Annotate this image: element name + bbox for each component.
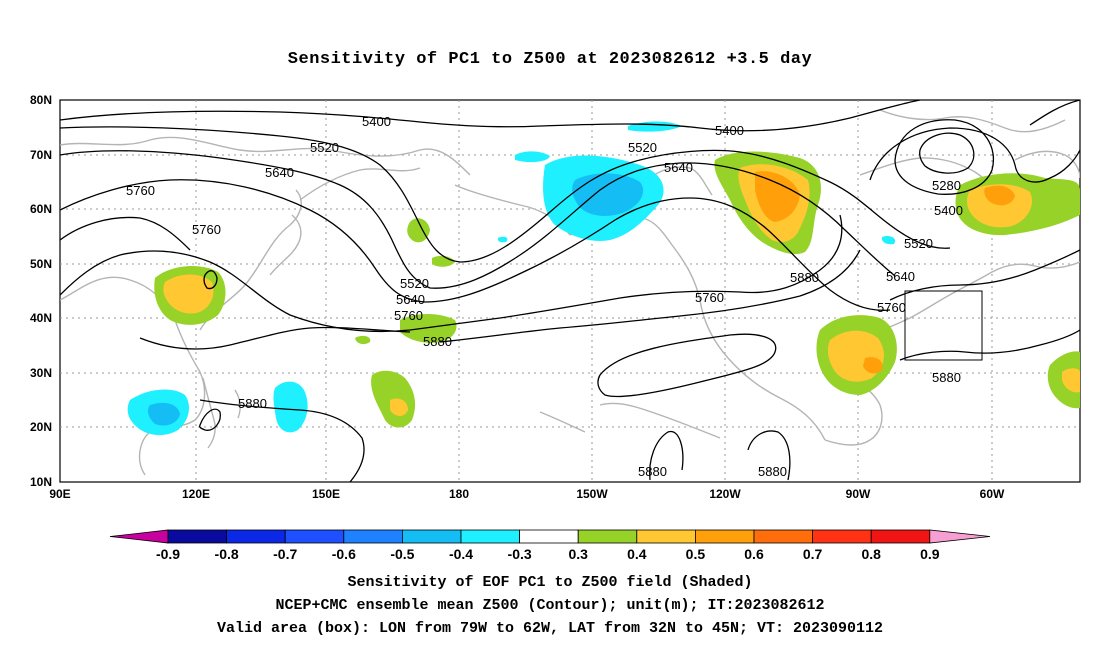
colorbar-swatch: [167, 529, 227, 544]
colorbar-swatch: [519, 529, 579, 544]
colorbar: -0.9 -0.8 -0.7 -0.6 -0.5 -0.4 -0.3 0.3 0.4 0.5 0.6…: [109, 529, 991, 562]
contour-label: 5520: [400, 276, 429, 291]
colorbar-label: 0.7: [803, 546, 823, 562]
colorbar-label: -0.9: [156, 546, 180, 562]
colorbar-label: -0.8: [215, 546, 239, 562]
contour-label: 5760: [394, 308, 423, 323]
contour-label: 5760: [877, 300, 906, 315]
colorbar-swatch: [753, 529, 813, 544]
chart-title: Sensitivity of PC1 to Z500 at 2023082612…: [287, 50, 813, 69]
lon-tick-label: 60W: [980, 487, 1005, 501]
lat-tick-label: 10N: [30, 475, 52, 489]
contour-label: 5880: [423, 334, 452, 349]
contour-label: 5760: [126, 183, 155, 198]
colorbar-label: 0.6: [744, 546, 764, 562]
contour-label: 5400: [715, 123, 744, 138]
colorbar-swatch: [284, 529, 345, 544]
colorbar-label: 0.3: [568, 546, 588, 562]
colorbar-swatch: [226, 529, 286, 544]
contour-label: 5520: [628, 140, 657, 155]
colorbar-swatch: [695, 529, 755, 544]
valid-area-box: [904, 290, 983, 361]
contour-label: 5640: [664, 160, 693, 175]
contour-label: 5280: [932, 178, 961, 193]
lat-tick-label: 50N: [30, 257, 52, 271]
colorbar-label: 0.5: [686, 546, 706, 562]
caption-line-contour: NCEP+CMC ensemble mean Z500 (Contour); u…: [275, 597, 825, 614]
contour-label: 5520: [310, 140, 339, 155]
colorbar-swatch: [812, 529, 872, 544]
colorbar-high-extend: [929, 529, 991, 544]
lat-tick-label: 80N: [30, 93, 52, 107]
lon-tick-label: 90E: [49, 487, 70, 501]
colorbar-label: 0.4: [627, 546, 647, 562]
caption-line-shading: Sensitivity of EOF PC1 to Z500 field (Sh…: [347, 574, 753, 591]
lat-tick-label: 60N: [30, 202, 52, 216]
colorbar-label: 0.8: [861, 546, 881, 562]
colorbar-swatch: [343, 529, 403, 544]
colorbar-label: -0.4: [449, 546, 473, 562]
colorbar-label: -0.7: [273, 546, 297, 562]
lon-tick-label: 180: [449, 487, 469, 501]
caption-line-valid-area: Valid area (box): LON from 79W to 62W, L…: [216, 620, 884, 637]
colorbar-swatch: [401, 529, 462, 544]
contour-label: 5520: [904, 236, 933, 251]
lat-tick-label: 40N: [30, 311, 52, 325]
lat-tick-label: 30N: [30, 366, 52, 380]
colorbar-swatch: [577, 529, 638, 544]
lon-tick-label: 150E: [312, 487, 340, 501]
contour-labels: 5400 5520 5640 5760 5760 5400 5520 5640 …: [126, 114, 963, 479]
height-contours: [60, 100, 1080, 482]
contour-label: 5880: [790, 270, 819, 285]
contour-label: 5640: [886, 269, 915, 284]
colorbar-label: 0.9: [920, 546, 940, 562]
colorbar-swatch: [460, 529, 520, 544]
lat-tick-label: 70N: [30, 148, 52, 162]
contour-label: 5400: [362, 114, 391, 129]
contour-label: 5640: [265, 165, 294, 180]
lat-axis: 80N 70N 60N 50N 40N 30N 20N 10N: [30, 93, 52, 489]
colorbar-swatch: [870, 529, 931, 544]
lat-tick-label: 20N: [30, 420, 52, 434]
contour-label: 5880: [238, 396, 267, 411]
contour-label: 5880: [932, 370, 961, 385]
colorbar-swatch: [636, 529, 696, 544]
sensitivity-shading: [127, 121, 1080, 436]
contour-label: 5880: [638, 464, 667, 479]
contour-label: 5640: [396, 292, 425, 307]
contour-label: 5760: [192, 222, 221, 237]
colorbar-low-extend: [109, 529, 169, 544]
colorbar-label: -0.5: [390, 546, 414, 562]
lon-axis: 90E 120E 150E 180 150W 120W 90W 60W: [49, 487, 1005, 501]
contour-label: 5760: [695, 290, 724, 305]
lon-tick-label: 120W: [709, 487, 741, 501]
contour-label: 5400: [934, 203, 963, 218]
colorbar-label: -0.3: [508, 546, 532, 562]
lon-tick-label: 120E: [182, 487, 210, 501]
lon-tick-label: 150W: [576, 487, 608, 501]
colorbar-label: -0.6: [332, 546, 356, 562]
lon-tick-label: 90W: [846, 487, 871, 501]
contour-label: 5880: [758, 464, 787, 479]
